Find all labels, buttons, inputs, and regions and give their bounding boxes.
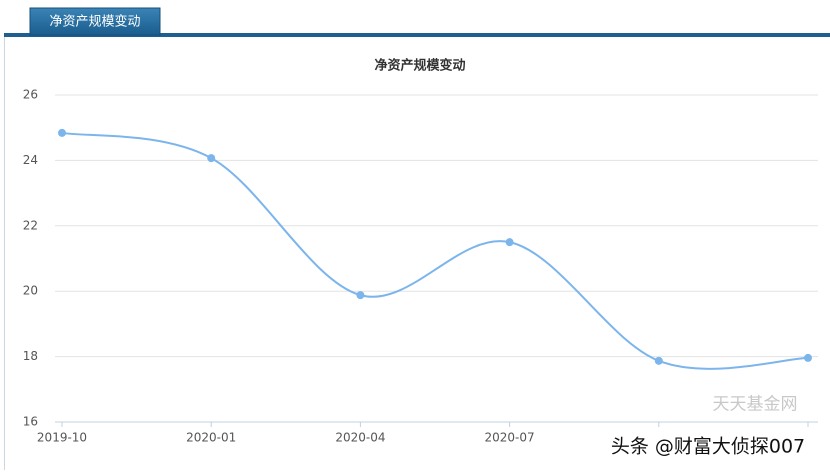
y-tick-label: 26 — [23, 88, 38, 102]
data-point — [654, 356, 663, 365]
y-tick-label: 16 — [23, 415, 38, 429]
tab-label[interactable]: 净资产规模变动 — [49, 14, 140, 30]
watermark: 天天基金网 — [713, 395, 798, 415]
data-point — [804, 353, 812, 362]
data-point — [207, 154, 216, 163]
series-line — [61, 131, 809, 370]
data-point — [58, 128, 66, 137]
y-tick-label: 18 — [23, 349, 38, 363]
watermark: 头条 @财富大侦探007 — [611, 436, 805, 458]
x-tick-label: 2019-10 — [37, 431, 87, 445]
data-point — [356, 291, 365, 300]
data-point — [505, 238, 514, 247]
y-tick-label: 20 — [23, 284, 38, 298]
x-tick-label: 2020-07 — [485, 431, 535, 445]
panel-border — [4, 37, 5, 470]
y-tick-label: 24 — [23, 153, 38, 167]
x-tick-label: 2020-01 — [186, 431, 236, 445]
tab-bar-line — [4, 33, 830, 37]
x-tick-label: 2020-04 — [335, 431, 385, 445]
tab[interactable] — [29, 7, 161, 36]
chart-title: 净资产规模变动 — [374, 58, 465, 74]
y-tick-label: 22 — [23, 218, 38, 232]
